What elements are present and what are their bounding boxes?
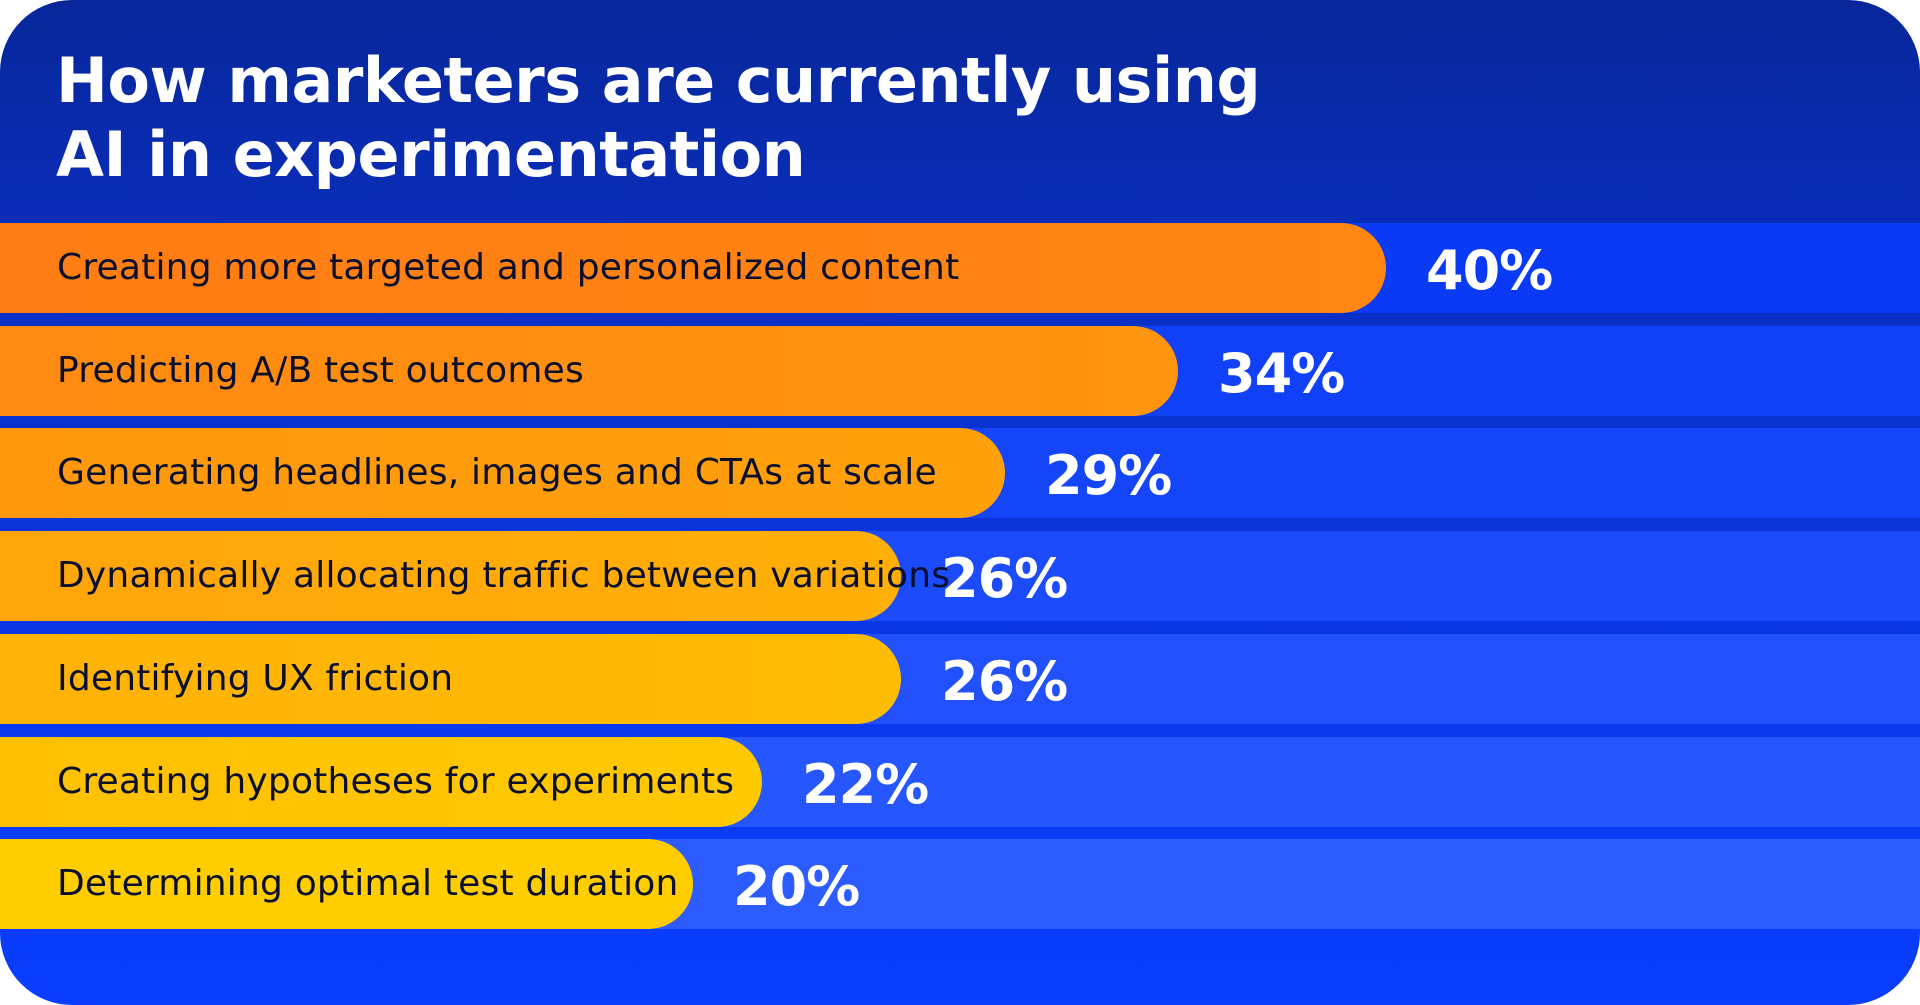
value-label: 40%: [1426, 239, 1553, 302]
category-label: Determining optimal test duration: [57, 863, 679, 904]
chart-title: How marketers are currently using AI in …: [56, 44, 1261, 191]
value-label: 20%: [733, 855, 860, 918]
category-label: Creating more targeted and personalized …: [57, 247, 960, 288]
bar: [0, 326, 1178, 416]
bar: [0, 839, 693, 929]
value-label: 34%: [1218, 342, 1345, 405]
category-label: Predicting A/B test outcomes: [57, 350, 584, 391]
value-label: 26%: [941, 547, 1068, 610]
category-label: Generating headlines, images and CTAs at…: [57, 452, 937, 493]
category-label: Dynamically allocating traffic between v…: [57, 555, 951, 596]
bar: [0, 223, 1386, 313]
value-label: 22%: [802, 753, 929, 816]
bar: [0, 737, 762, 827]
category-label: Identifying UX friction: [57, 658, 454, 699]
value-label: 29%: [1045, 444, 1172, 507]
bar: [0, 531, 901, 621]
bar: [0, 634, 901, 724]
bar: [0, 428, 1005, 518]
category-label: Creating hypotheses for experiments: [57, 761, 735, 802]
value-label: 26%: [941, 650, 1068, 713]
